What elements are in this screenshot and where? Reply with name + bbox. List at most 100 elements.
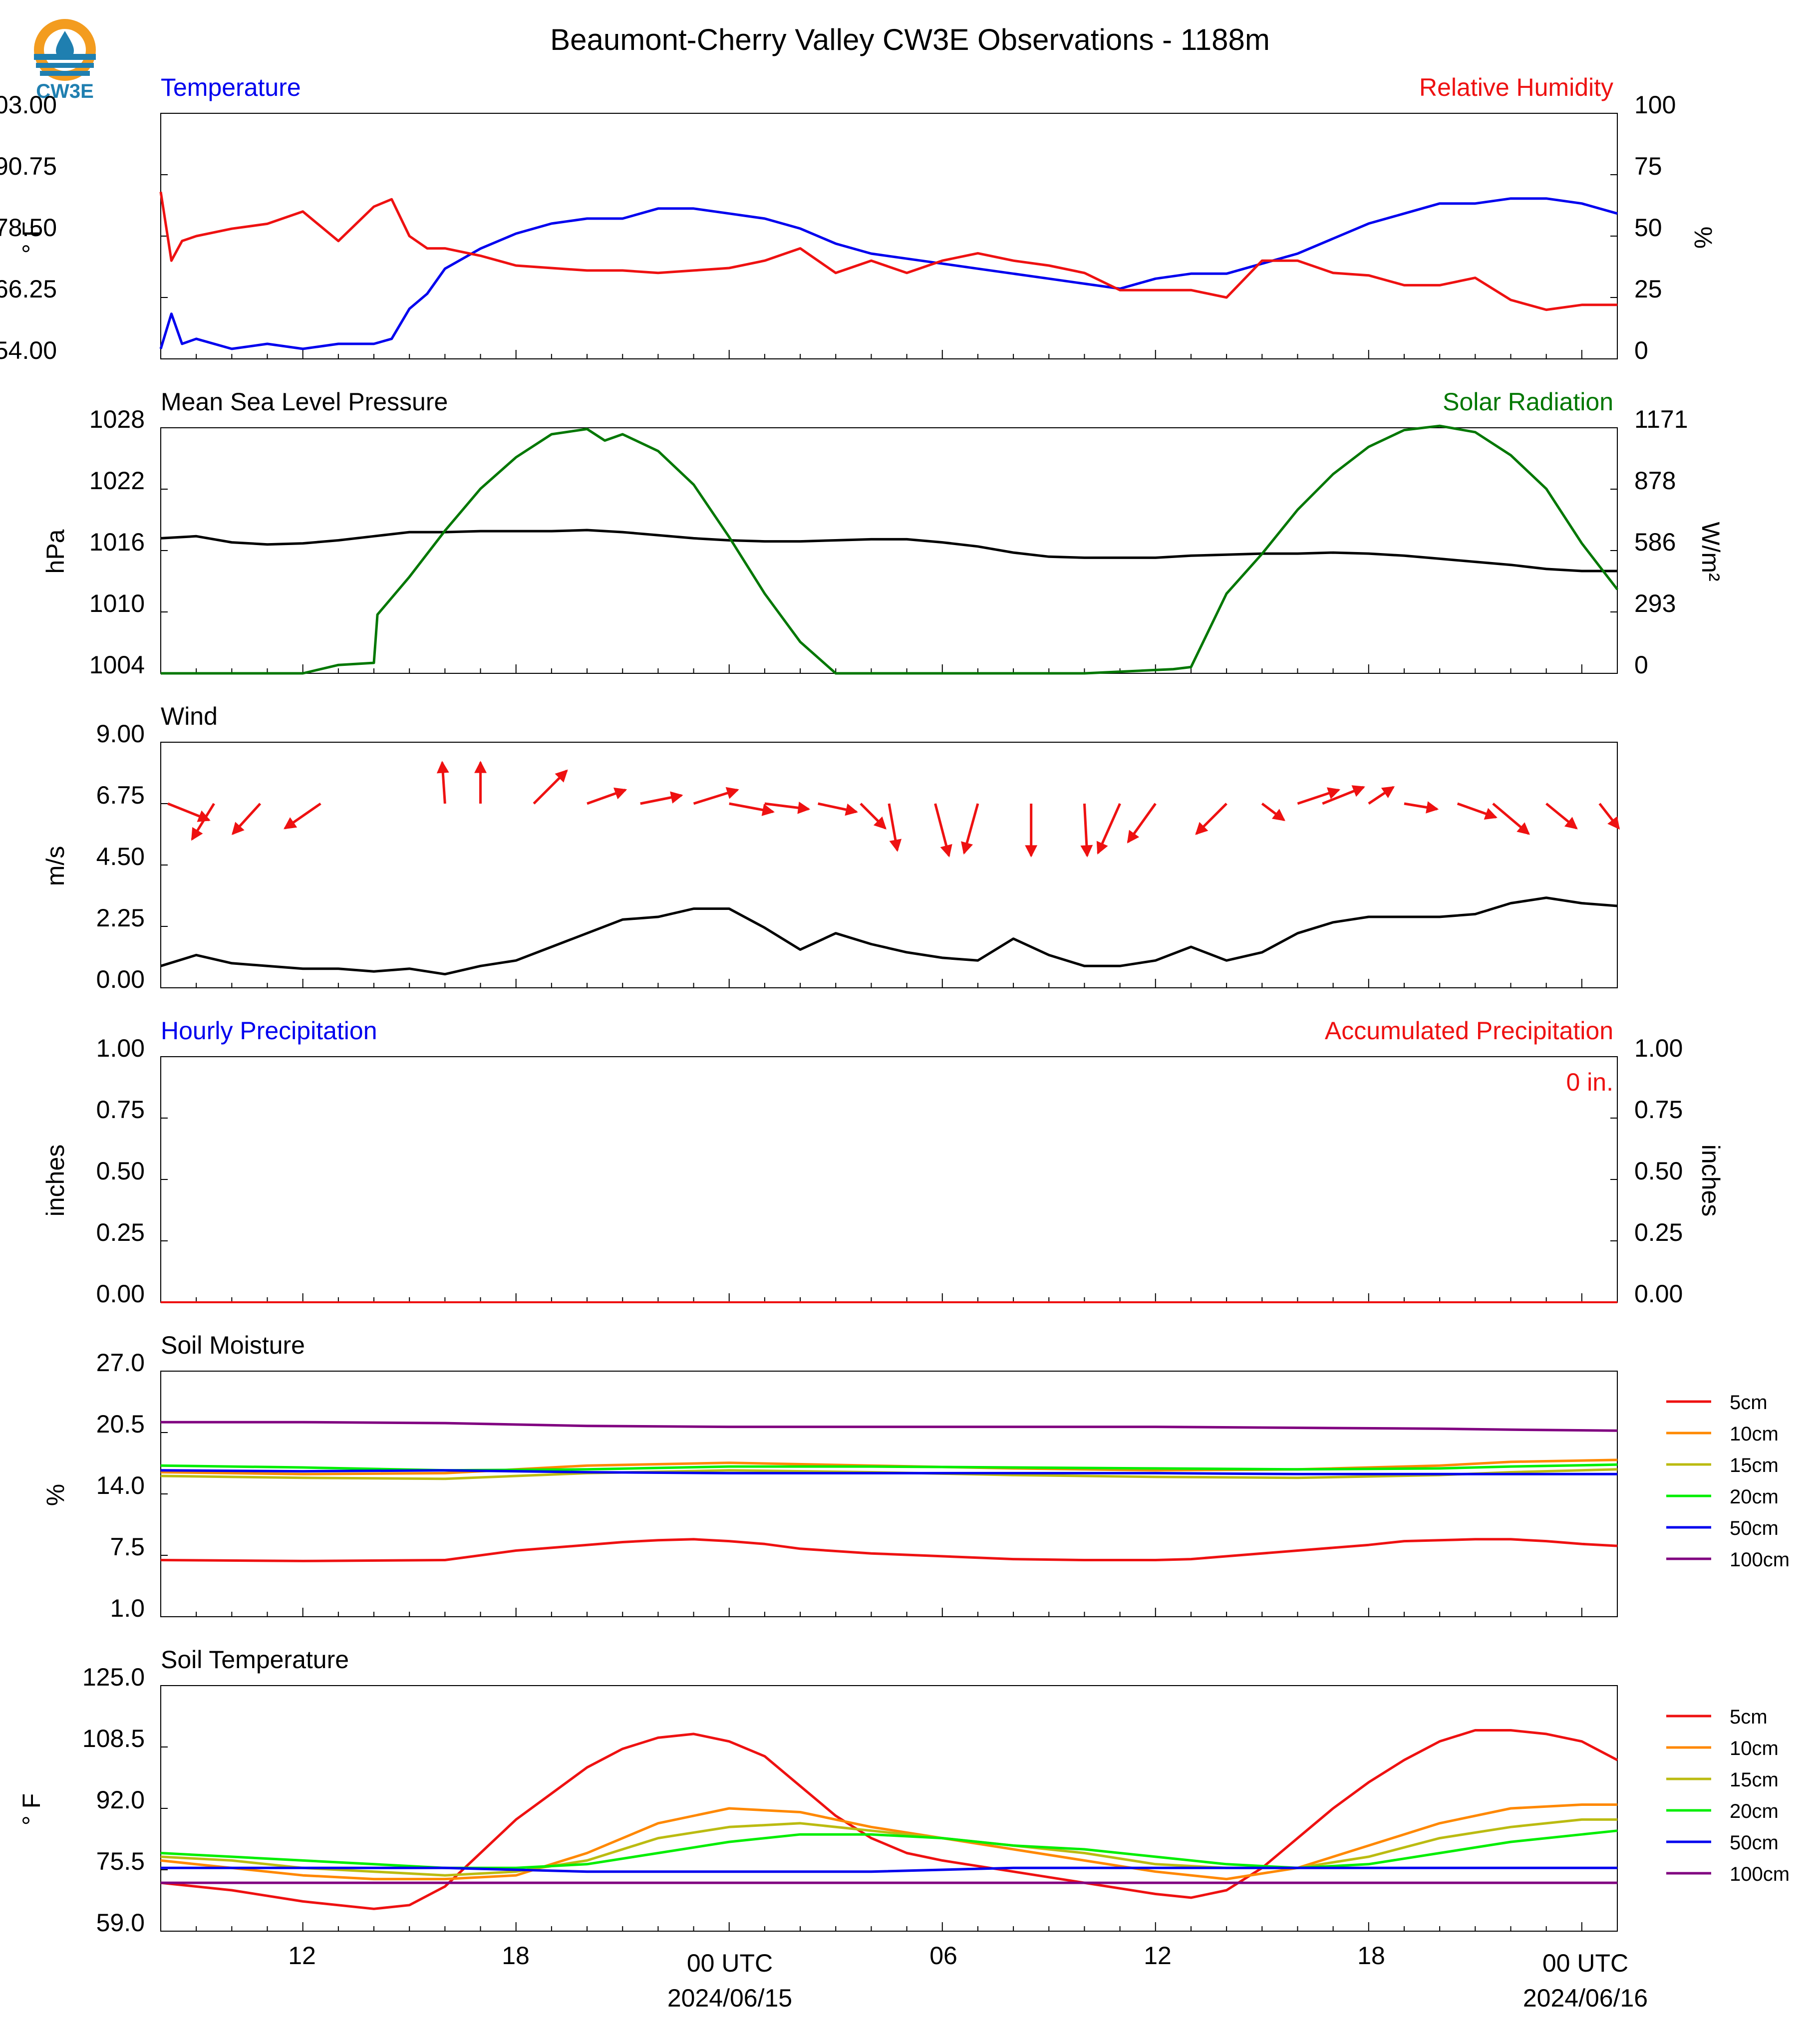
y-tick-label: 1004 — [89, 651, 145, 679]
x-tick-label: 12 — [288, 1942, 316, 1970]
soil-temperature-legend: 5cm 10cm 15cm 20cm 50cm 100cm — [1666, 1706, 1790, 1885]
wind-arrow-head — [1195, 822, 1209, 835]
y-axis-label: ° F — [17, 222, 45, 254]
y-tick-label: 108.5 — [82, 1725, 145, 1752]
legend-label: 5cm — [1730, 1706, 1768, 1728]
legend-label: 10cm — [1730, 1738, 1779, 1759]
series-line-50cm — [160, 1469, 1617, 1475]
legend-label: 100cm — [1730, 1863, 1790, 1885]
x-date-label: 2024/06/16 — [1523, 1984, 1648, 2012]
wind-arrow-head — [725, 787, 739, 799]
legend-label: 20cm — [1730, 1486, 1779, 1508]
x-tick-label: 18 — [502, 1942, 530, 1970]
y-tick-label: 0.50 — [96, 1157, 145, 1185]
wind-arrow-head — [1517, 822, 1530, 835]
y-tick-label-right: 75 — [1634, 152, 1662, 180]
y-tick-label-right: 0 — [1634, 336, 1648, 364]
legend-label: 10cm — [1730, 1423, 1779, 1445]
wind-arrow-head — [1025, 845, 1038, 858]
wind-arrow-head — [1351, 785, 1365, 797]
series-line-100cm — [161, 1421, 1618, 1432]
logo-droplet-icon — [56, 31, 74, 60]
y-axis-label: m/s — [41, 846, 69, 886]
y-tick-label-right: 50 — [1634, 214, 1662, 242]
y-tick-label: 0.00 — [96, 965, 145, 993]
wind-arrow-head — [961, 841, 973, 855]
x-date-label: 2024/06/15 — [667, 1984, 792, 2012]
x-tick-label: 12 — [1144, 1942, 1172, 1970]
y-tick-label: 9.00 — [96, 720, 145, 748]
series-line-5cm — [160, 1538, 1618, 1562]
y-tick-label: 27.0 — [96, 1349, 145, 1377]
y-tick-label: 0.75 — [96, 1096, 145, 1124]
y-tick-label-right: 0.50 — [1634, 1157, 1683, 1185]
accumulated-precipitation-title: Accumulated Precipitation — [1325, 1017, 1613, 1045]
y-tick-label: 0.25 — [96, 1218, 145, 1246]
soil-moisture-title: Soil Moisture — [161, 1331, 305, 1359]
y-axis-label-right: inches — [1697, 1145, 1725, 1217]
wind-arrow-head — [555, 769, 568, 783]
logo-text: CW3E — [36, 80, 94, 102]
wind-arrow-head — [613, 787, 627, 800]
y-axis-label-right: W/m² — [1697, 522, 1725, 581]
legend-label: 50cm — [1730, 1517, 1779, 1539]
y-tick-label: 14.0 — [96, 1471, 145, 1499]
temperature-title: Temperature — [161, 73, 301, 101]
wind-arrow-head — [474, 761, 487, 773]
panel-precipitation: Hourly Precipitation Accumulated Precipi… — [41, 1017, 1725, 1308]
series-line-15cm — [160, 1818, 1617, 1877]
legend-label: 15cm — [1730, 1454, 1779, 1476]
y-tick-label-right: 1171 — [1634, 405, 1688, 433]
figure-title: Beaumont-Cherry Valley CW3E Observations… — [550, 23, 1270, 56]
series-line-mean-sea-level-pressure — [160, 529, 1617, 573]
series-line-10cm — [160, 1803, 1617, 1881]
y-tick-label-right: 0.75 — [1634, 1096, 1683, 1124]
y-axis-label: inches — [41, 1145, 69, 1217]
panel-temp-rh: Temperature Relative Humidity 103.00 90.… — [0, 73, 1717, 364]
y-tick-label: 59.0 — [96, 1909, 145, 1937]
y-tick-label: 0.00 — [96, 1280, 145, 1308]
y-axis-label: % — [41, 1484, 69, 1506]
panel-soil-temperature: Soil Temperature 125.0 108.5 92.0 75.5 5… — [17, 1646, 1790, 1937]
relative-humidity-title: Relative Humidity — [1419, 73, 1613, 101]
y-tick-label-right: 878 — [1634, 467, 1676, 495]
x-tick-label: 18 — [1357, 1942, 1385, 1970]
series-line-wind-speed — [160, 896, 1618, 976]
y-tick-label-right: 0.00 — [1634, 1280, 1683, 1308]
wind-arrow-head — [284, 817, 298, 830]
series-line-relative-humidity — [159, 192, 1617, 311]
wind-arrow-head — [1381, 786, 1395, 799]
y-tick-label: 125.0 — [82, 1663, 145, 1691]
y-axis-label-right: % — [1689, 227, 1717, 249]
x-axis: 12 18 00 UTC 06 12 18 00 UTC 2024/06/15 … — [288, 1942, 1648, 2012]
wind-arrow-head — [1271, 809, 1285, 821]
wind-arrow-head — [1607, 816, 1620, 830]
y-tick-label: 1028 — [89, 405, 145, 433]
y-tick-label-right: 1.00 — [1634, 1034, 1683, 1062]
y-tick-label: 2.25 — [96, 904, 145, 932]
y-tick-label: 1010 — [89, 589, 145, 617]
x-tick-label: 00 UTC — [1542, 1949, 1628, 1977]
wind-arrow-head — [1080, 845, 1093, 858]
x-tick-label: 00 UTC — [687, 1949, 773, 1977]
hourly-precipitation-title: Hourly Precipitation — [161, 1017, 377, 1045]
y-tick-label: 92.0 — [96, 1786, 145, 1814]
wind-arrow-head — [873, 816, 887, 830]
series-line-temperature — [159, 197, 1618, 350]
y-tick-label: 90.75 — [0, 152, 57, 180]
legend-label: 50cm — [1730, 1832, 1779, 1854]
wind-arrow-head — [940, 844, 952, 858]
y-tick-label: 1.0 — [110, 1594, 145, 1622]
soil-moisture-legend: 5cm 10cm 15cm 20cm 50cm 100cm — [1666, 1392, 1790, 1571]
y-tick-label: 78.50 — [0, 214, 57, 242]
series-line-20cm — [160, 1829, 1618, 1869]
wind-arrow-head — [1426, 801, 1439, 814]
y-tick-label: 1022 — [89, 467, 145, 495]
y-axis-label: ° F — [17, 1793, 45, 1825]
wind-arrow-head — [436, 761, 449, 774]
y-axis-label: hPa — [41, 529, 69, 574]
y-tick-label-right: 25 — [1634, 275, 1662, 303]
solar-radiation-title: Solar Radiation — [1443, 388, 1613, 416]
